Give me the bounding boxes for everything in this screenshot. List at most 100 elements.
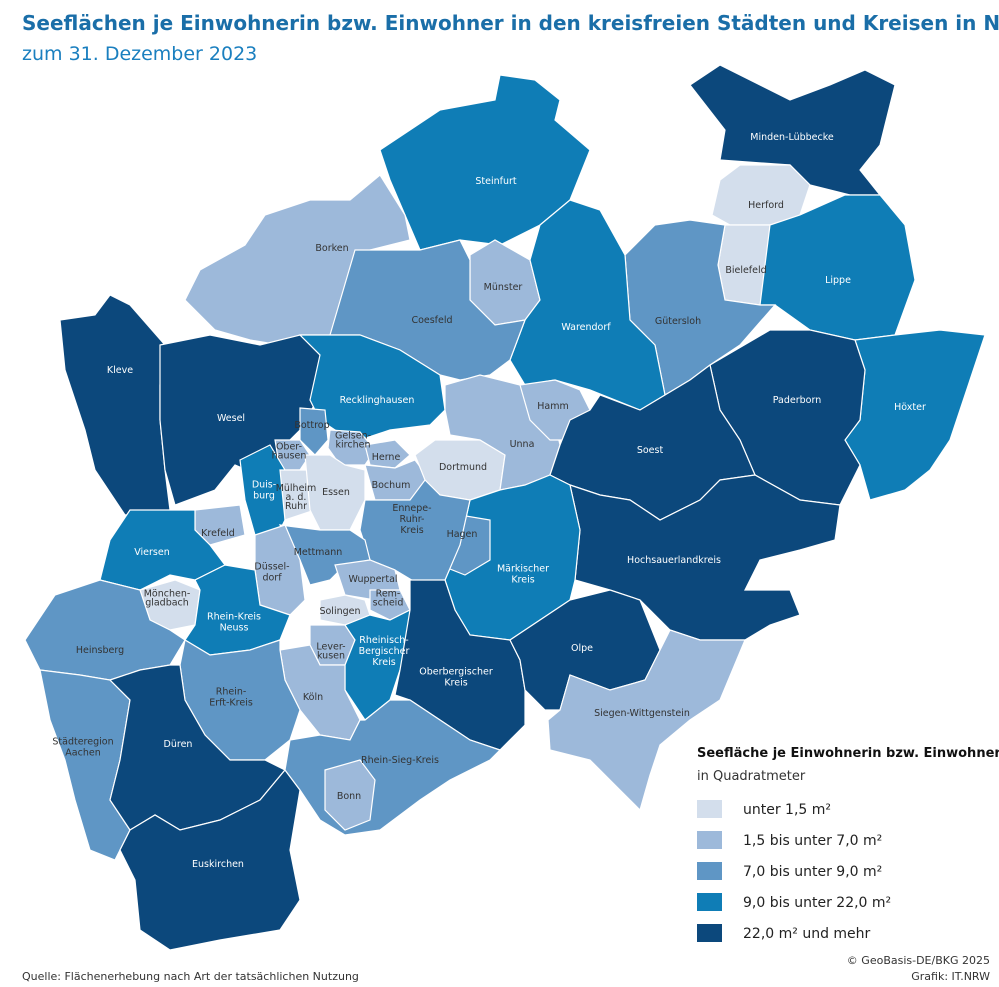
district-label-line: Münster: [484, 282, 523, 293]
district-label-line: Rhein-Kreis: [207, 612, 261, 623]
district-label-line: Hochsauerlandkreis: [627, 555, 721, 566]
district-label-line: Mettmann: [294, 547, 343, 558]
district-label-line: Düren: [164, 739, 193, 750]
district-label-line: burg: [253, 491, 275, 502]
district-label-line: Warendorf: [561, 322, 611, 333]
district-label-line: Recklinghausen: [340, 395, 415, 406]
legend-label: 9,0 bis unter 22,0 m²: [743, 895, 891, 911]
district-label-line: Neuss: [220, 623, 249, 634]
district-label-line: Höxter: [894, 402, 926, 413]
district-label: Coesfeld: [411, 315, 452, 326]
district-label: Mettmann: [294, 547, 343, 558]
district-label-line: Coesfeld: [411, 315, 452, 326]
district-label: Höxter: [894, 402, 926, 413]
district-label-line: Düssel-: [254, 562, 289, 573]
district-label: Soest: [637, 445, 664, 456]
legend: unter 1,5 m² 1,5 bis unter 7,0 m² 7,0 bis …: [697, 800, 891, 942]
district-label: Solingen: [319, 606, 360, 617]
district: [394, 579, 526, 751]
district-label: Mülheim a. d. Ruhr: [276, 483, 317, 512]
district: [689, 64, 896, 196]
legend-swatch: [697, 800, 722, 818]
district-label-line: Rheinisch-: [359, 635, 408, 646]
district-label-line: Rhein-: [216, 687, 247, 698]
district-label-line: Bottrop: [294, 420, 329, 431]
district-label-line: Steinfurt: [475, 176, 517, 187]
district-label: Steinfurt: [475, 176, 517, 187]
legend-swatch: [697, 893, 722, 911]
district-label: Recklinghausen: [340, 395, 415, 406]
district-label-line: Ennepe-: [392, 503, 431, 514]
legend-label: 22,0 m² und mehr: [743, 926, 871, 942]
district-label: Kleve: [107, 365, 133, 376]
district-label-line: Soest: [637, 445, 664, 456]
district-label-line: Städteregion: [52, 737, 113, 748]
district-label-line: Krefeld: [201, 528, 235, 539]
regions: [24, 64, 986, 951]
district-label: Rem-scheid: [373, 589, 404, 609]
district-label-line: Bergischer: [359, 646, 410, 657]
district: [324, 759, 376, 831]
district-label-line: Mönchen-: [144, 589, 191, 600]
district-label: Düren: [164, 739, 193, 750]
district-label: Duis-burg: [252, 480, 276, 502]
district-label: Olpe: [571, 643, 593, 654]
district-label: Wesel: [217, 413, 245, 424]
district-label-line: Wuppertal: [348, 574, 397, 585]
district-label-line: dorf: [262, 573, 282, 584]
district-label: Ober-hausen: [272, 442, 307, 462]
district-label-line: Kreis: [372, 657, 395, 668]
district-label-line: a. d.: [286, 492, 307, 503]
district-label: Ennepe-Ruhr-Kreis: [392, 503, 431, 536]
district-label: Rhein-Erft-Kreis: [209, 687, 253, 709]
district-label: Bonn: [337, 791, 361, 802]
district-label-line: Märkischer: [497, 564, 549, 575]
district-label: Siegen-Wittgenstein: [594, 708, 690, 719]
district-label: Borken: [315, 243, 348, 254]
district-label: Lippe: [825, 275, 851, 286]
district-label-line: Olpe: [571, 643, 593, 654]
district-label-line: gladbach: [145, 598, 189, 609]
district-label: Hagen: [447, 529, 478, 540]
legend-title: Seefläche je Einwohnerin bzw. Einwohner: [697, 746, 999, 761]
district-label: Heinsberg: [76, 645, 124, 656]
district-label: Bochum: [372, 480, 411, 491]
district-label: Euskirchen: [192, 859, 244, 870]
district-label: Lever-kusen: [316, 642, 345, 662]
district-label: Düssel-dorf: [254, 562, 289, 584]
district-label: Gelsen-kirchen: [335, 431, 371, 451]
district-label-line: kirchen: [336, 440, 371, 451]
district-label: Paderborn: [773, 395, 822, 406]
district-label-line: Rhein-Sieg-Kreis: [361, 755, 439, 766]
district-label-line: Paderborn: [773, 395, 822, 406]
district-label: Herne: [372, 452, 401, 463]
district-label-line: Bonn: [337, 791, 361, 802]
district-label: Wuppertal: [348, 574, 397, 585]
district: [844, 329, 986, 501]
legend-label: 1,5 bis unter 7,0 m²: [743, 833, 882, 849]
district-label: Städteregion Aachen: [52, 737, 113, 759]
district-label: Köln: [303, 692, 323, 703]
district-label: Münster: [484, 282, 523, 293]
district-label: Rhein-Sieg-Kreis: [361, 755, 439, 766]
district-label-line: Solingen: [319, 606, 360, 617]
district-label-line: Rem-: [376, 589, 401, 600]
district-label-line: kusen: [317, 651, 345, 662]
district-label-line: Minden-Lübbecke: [750, 132, 834, 143]
district: [299, 407, 329, 456]
legend-swatch: [697, 924, 722, 942]
district: [39, 669, 131, 861]
district-label: Warendorf: [561, 322, 611, 333]
copyright: © GeoBasis-DE/BKG 2025: [847, 954, 990, 967]
district-label-line: hausen: [272, 451, 307, 462]
district-label-line: Dortmund: [439, 462, 487, 473]
district-label: Hamm: [537, 401, 568, 412]
labels: Minden-Lübbecke Herford Bielefeld Lippe Höxt…: [52, 132, 926, 870]
district: [379, 74, 591, 251]
district-label: Minden-Lübbecke: [750, 132, 834, 143]
district-label: Essen: [322, 487, 350, 498]
district-label-line: Ruhr-: [400, 514, 425, 525]
district-label-line: Herford: [748, 200, 784, 211]
legend-label: unter 1,5 m²: [743, 802, 831, 818]
